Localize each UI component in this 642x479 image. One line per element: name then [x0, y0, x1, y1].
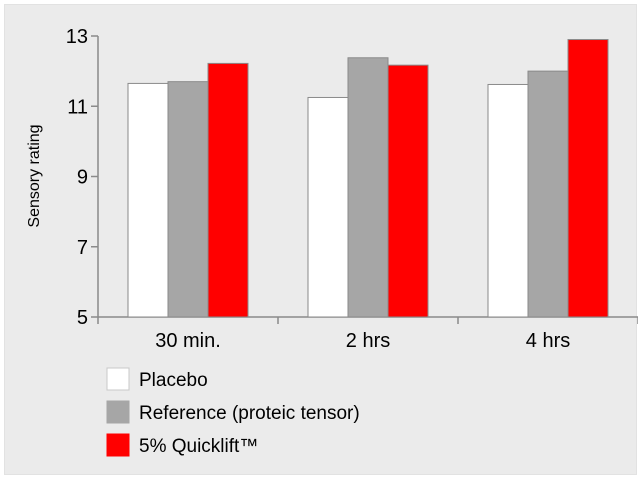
- x-tick-label: 2 hrs: [346, 330, 390, 352]
- legend-label: Reference (proteic tensor): [139, 403, 360, 424]
- x-tick-label: 30 min.: [155, 330, 221, 352]
- y-tick-label: 13: [66, 26, 88, 48]
- bar-quicklift: [567, 39, 609, 318]
- x-ticks: 30 min. 2 hrs 4 hrs: [97, 317, 638, 352]
- legend-swatch: [106, 433, 130, 457]
- y-ticks: 5 7 9 11 13: [66, 26, 98, 329]
- bar-reference: [167, 81, 209, 318]
- legend-label: Placebo: [139, 370, 208, 391]
- legend-label: 5% Quicklift™: [139, 436, 258, 457]
- legend-swatch: [106, 367, 130, 391]
- bar-quicklift: [207, 62, 249, 318]
- y-axis-title: Sensory rating: [26, 124, 43, 227]
- legend-swatch: [106, 400, 130, 424]
- y-tick-label: 11: [67, 96, 88, 118]
- bars-layer: [127, 39, 609, 318]
- y-tick-label: 5: [77, 307, 88, 329]
- bar-reference: [347, 57, 389, 318]
- bar-reference: [527, 70, 569, 318]
- bar-placebo: [307, 96, 349, 318]
- y-tick-label: 9: [77, 167, 88, 189]
- legend: Placebo Reference (proteic tensor) 5% Quic…: [106, 367, 360, 457]
- x-tick-label: 4 hrs: [526, 330, 570, 352]
- bar-placebo: [487, 83, 529, 318]
- bar-quicklift: [387, 64, 429, 318]
- bar-placebo: [127, 82, 169, 318]
- chart-panel: Sensory rating 5 7 9 11 13 30 min. 2 hrs 4 hrs…: [4, 4, 638, 475]
- y-tick-label: 7: [77, 237, 88, 259]
- bar-chart: Sensory rating 5 7 9 11 13 30 min. 2 hrs 4 hrs…: [26, 26, 638, 457]
